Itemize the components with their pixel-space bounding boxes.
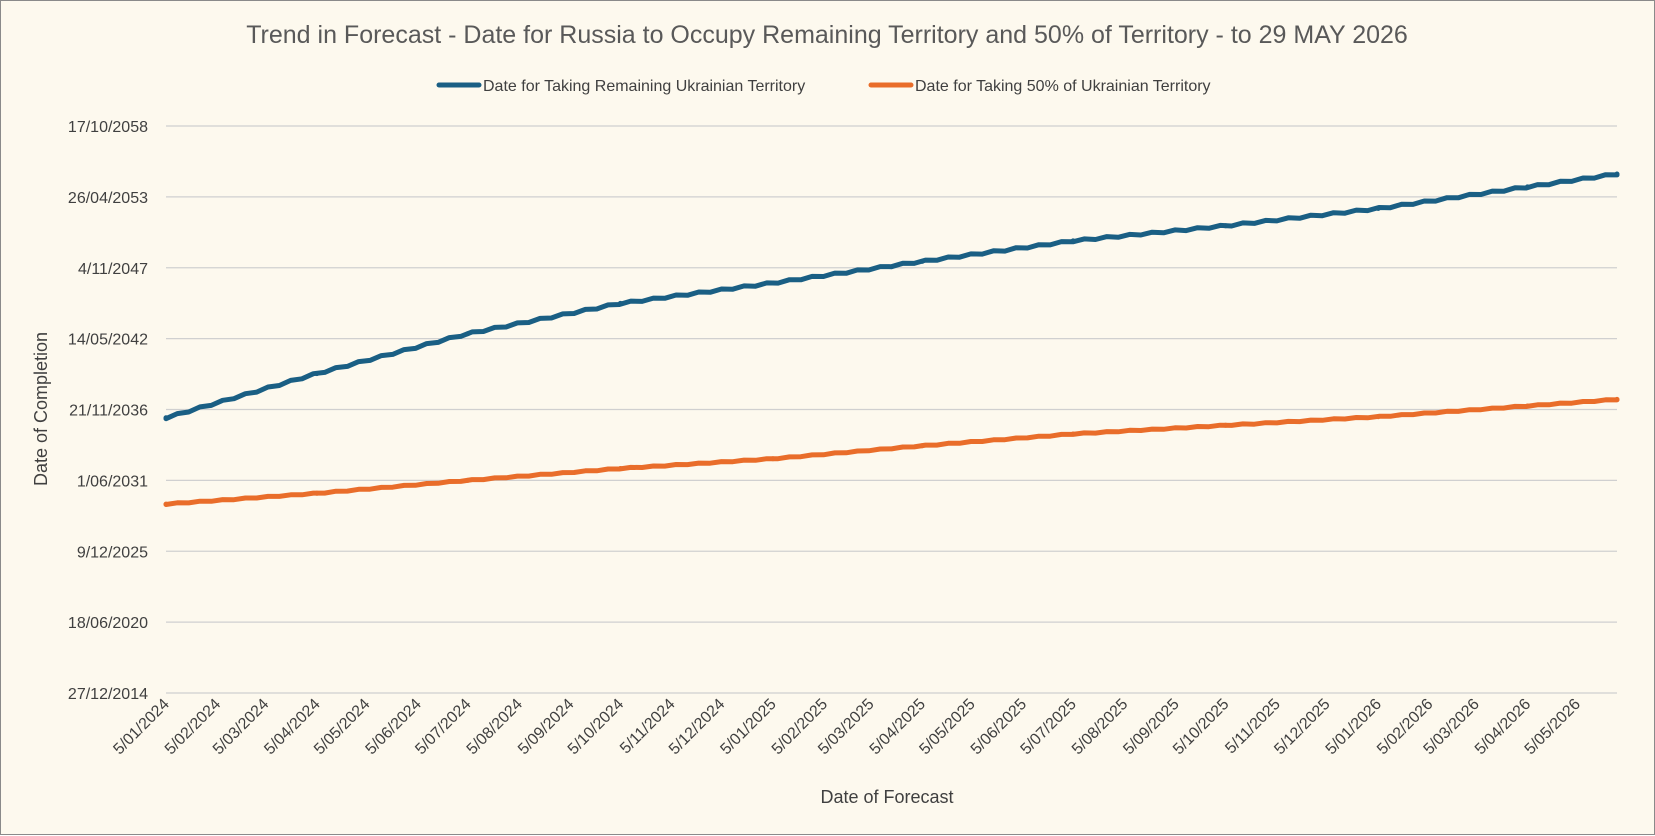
y-tick-label: 17/10/2058 bbox=[68, 119, 148, 136]
y-tick-label: 27/12/2014 bbox=[68, 686, 148, 703]
legend: Date for Taking Remaining Ukrainian Terr… bbox=[436, 78, 1211, 95]
data-point bbox=[465, 331, 471, 337]
legend-label-half: Date for Taking 50% of Ukrainian Territo… bbox=[915, 78, 1211, 95]
y-tick-label: 26/04/2053 bbox=[68, 190, 148, 207]
y-tick-label: 9/12/2025 bbox=[77, 544, 148, 561]
y-axis-title: Date of Completion bbox=[31, 332, 51, 486]
y-tick-label: 14/05/2042 bbox=[68, 332, 148, 349]
y-tick-label: 4/11/2047 bbox=[78, 261, 148, 278]
data-point bbox=[1614, 171, 1620, 177]
data-point bbox=[919, 258, 925, 264]
x-axis-title: Date of Forecast bbox=[820, 787, 953, 807]
x-axis-ticks: 5/01/20245/02/20245/03/20245/04/20245/05… bbox=[110, 696, 1584, 758]
chart-title: Trend in Forecast - Date for Russia to O… bbox=[246, 21, 1408, 49]
data-point bbox=[1525, 184, 1530, 190]
data-point bbox=[314, 371, 320, 377]
data-point bbox=[770, 280, 776, 286]
data-point bbox=[1614, 396, 1620, 402]
series-lines bbox=[163, 171, 1620, 507]
y-tick-label: 21/11/2036 bbox=[69, 403, 148, 420]
data-point bbox=[770, 456, 776, 462]
data-point bbox=[1375, 414, 1381, 420]
series-line-0 bbox=[163, 172, 1620, 422]
data-point bbox=[1375, 206, 1381, 211]
legend-label-remaining: Date for Taking Remaining Ukrainian Terr… bbox=[483, 78, 805, 95]
data-point bbox=[314, 490, 320, 496]
data-point bbox=[163, 501, 169, 507]
data-point bbox=[617, 466, 623, 471]
data-point bbox=[1070, 238, 1076, 244]
y-tick-label: 18/06/2020 bbox=[68, 615, 148, 632]
gridlines bbox=[166, 125, 1617, 694]
y-axis-ticks: 27/12/2014 18/06/2020 9/12/2025 1/06/2031 21… bbox=[68, 119, 148, 703]
data-point bbox=[1525, 403, 1530, 409]
data-point bbox=[1223, 223, 1229, 229]
data-point bbox=[617, 300, 623, 306]
y-tick-label: 1/06/2031 bbox=[77, 473, 148, 490]
data-point bbox=[163, 415, 169, 421]
series-line-1 bbox=[163, 397, 1620, 507]
data-point bbox=[919, 443, 925, 449]
data-point bbox=[1223, 422, 1229, 428]
data-point bbox=[465, 477, 471, 483]
data-point bbox=[1070, 431, 1076, 437]
